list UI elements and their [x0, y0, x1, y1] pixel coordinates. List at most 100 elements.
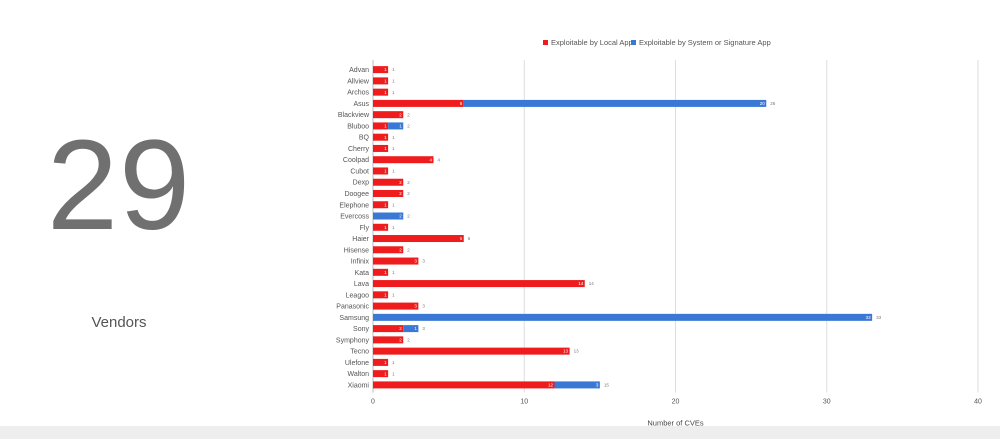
x-tick-label: 30	[823, 399, 831, 406]
chart-x-ticks: 0 10 20 30 40	[371, 399, 982, 406]
legend-item-label[interactable]: Exploitable by Local App	[551, 38, 633, 47]
bar-value-label: 4	[429, 157, 432, 162]
bar-total-label: 15	[604, 383, 610, 388]
bar-total-label: 1	[392, 270, 395, 275]
chart-bars: 1 11 11 16 20 262 21 1 21 11 14 41 12 22 21 12 21 16 62 23 3…	[373, 66, 882, 389]
category-label: Kata	[355, 270, 370, 277]
bar-total-label: 1	[392, 78, 395, 83]
bar-value-label: 1	[384, 124, 387, 129]
bar-value-label: 1	[384, 202, 387, 207]
bar-total-label: 2	[407, 124, 410, 129]
category-label: Coolpad	[343, 157, 369, 164]
category-label: Xiaomi	[348, 382, 370, 389]
bar-value-label: 3	[414, 259, 417, 264]
bar-value-label: 1	[384, 90, 387, 95]
category-label: Allview	[347, 78, 370, 85]
category-label: Haier	[352, 236, 369, 243]
category-label: Doogee	[344, 191, 369, 198]
bar-segment	[373, 144, 389, 152]
category-label: Fly	[360, 225, 370, 232]
bar-value-label: 1	[384, 371, 387, 376]
bar-segment	[373, 111, 404, 119]
bar-value-label: 2	[399, 112, 402, 117]
bar-segment	[373, 99, 464, 107]
x-tick-label: 20	[672, 399, 680, 406]
category-label: Blackview	[338, 112, 370, 119]
bar-total-label: 1	[392, 135, 395, 140]
category-label: Cherry	[348, 146, 370, 153]
category-label: Ulefone	[345, 360, 369, 367]
bar-value-label: 14	[578, 281, 584, 286]
bar-total-label: 13	[574, 349, 580, 354]
bar-segment	[373, 133, 389, 141]
chart-grid	[372, 60, 979, 393]
bar-segment	[373, 313, 873, 321]
bar-total-label: 2	[407, 337, 410, 342]
vendor-caption: Vendors	[91, 314, 147, 331]
category-label: Lava	[354, 281, 369, 288]
bar-total-label: 2	[407, 247, 410, 252]
bar-segment	[373, 122, 389, 130]
category-label: Bluboo	[347, 123, 369, 130]
bar-total-label: 3	[422, 304, 425, 309]
bar-segment	[373, 257, 419, 265]
bar-value-label: 6	[460, 236, 463, 241]
category-label: Archos	[347, 90, 369, 97]
x-axis-title: Number of CVEs	[647, 419, 704, 428]
bar-total-label: 1	[392, 225, 395, 230]
bar-value-label: 1	[384, 292, 387, 297]
bar-segment	[373, 88, 389, 96]
bar-segment	[373, 201, 389, 209]
bar-segment	[373, 268, 389, 276]
bar-total-label: 3	[422, 259, 425, 264]
bar-segment	[373, 189, 404, 197]
bar-segment	[403, 325, 419, 333]
category-label: Evercoss	[340, 214, 369, 221]
category-label: Symphony	[336, 337, 370, 344]
legend-item-label[interactable]: Exploitable by System or Signature App	[639, 38, 771, 47]
bar-segment	[373, 167, 389, 175]
bar-segment	[554, 381, 600, 389]
bar-total-label: 2	[407, 214, 410, 219]
x-tick-label: 40	[974, 399, 982, 406]
bar-segment	[388, 122, 404, 130]
legend-swatch	[631, 40, 636, 45]
chart-legend[interactable]: Exploitable by Local App Exploitable by S…	[543, 38, 771, 47]
vendor-count: 29	[46, 114, 192, 257]
category-label: Hisense	[344, 247, 369, 254]
bar-total-label: 3	[422, 326, 425, 331]
bar-total-label: 1	[392, 202, 395, 207]
category-label: Panasonic	[336, 304, 369, 311]
bar-value-label: 6	[460, 101, 463, 106]
bar-segment	[373, 235, 464, 243]
x-tick-label: 10	[520, 399, 528, 406]
category-label: Sony	[353, 326, 369, 333]
bar-value-label: 2	[399, 337, 402, 342]
category-label: Elephone	[339, 202, 369, 209]
bar-segment	[373, 77, 389, 85]
bar-value-label: 3	[596, 383, 599, 388]
bar-total-label: 4	[438, 157, 441, 162]
bar-value-label: 1	[399, 124, 402, 129]
bar-total-label: 33	[876, 315, 882, 320]
bar-total-label: 1	[392, 146, 395, 151]
bar-segment	[373, 336, 404, 344]
bar-segment	[373, 381, 555, 389]
bar-value-label: 2	[399, 214, 402, 219]
bar-value-label: 1	[384, 78, 387, 83]
bar-segment	[373, 280, 585, 288]
bar-value-label: 1	[384, 67, 387, 72]
bar-segment	[373, 347, 570, 355]
bar-total-label: 1	[392, 67, 395, 72]
bar-value-label: 20	[760, 101, 766, 106]
bar-value-label: 1	[384, 270, 387, 275]
bar-segment	[373, 156, 434, 164]
bar-segment	[373, 246, 404, 254]
category-label: Infinix	[351, 259, 370, 266]
bar-segment	[373, 66, 389, 74]
bar-segment	[373, 178, 404, 186]
bar-value-label: 1	[384, 360, 387, 365]
category-label: Tecno	[350, 349, 369, 356]
bar-segment	[373, 358, 389, 366]
bar-value-label: 2	[399, 180, 402, 185]
